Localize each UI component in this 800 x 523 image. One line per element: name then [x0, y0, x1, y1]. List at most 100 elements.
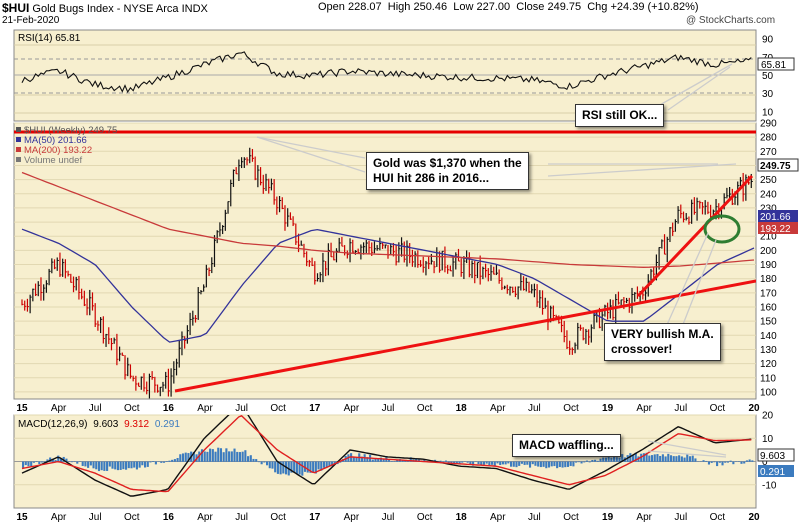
- macd-hist-bar: [282, 461, 285, 474]
- x-axis-tick: Jul: [528, 512, 541, 523]
- close-badge: [757, 158, 799, 172]
- rsi-panel: RSI(14) 65.81 9070503010 65.81: [13, 29, 795, 122]
- macd-hist-bar: [279, 461, 282, 475]
- macd-hist-bar: [501, 461, 504, 465]
- price-axis-tick: 110: [760, 373, 776, 384]
- gold-annotation-line2: HUI hit 286 in 2016...: [373, 171, 490, 185]
- macd-hist-bar: [114, 461, 117, 470]
- macd-hist-bar: [181, 453, 185, 462]
- macd-hist-bar: [477, 461, 480, 465]
- macd-hist-bar: [599, 458, 602, 462]
- macd-hist-bar: [263, 461, 266, 463]
- macd-hist-bar: [713, 461, 716, 463]
- price-axis-tick: 280: [760, 133, 777, 144]
- macd-hist-bar: [659, 455, 662, 462]
- macd-hist-bar: [721, 461, 724, 466]
- macd-hist-bar: [49, 457, 52, 462]
- macd-label-name: MACD(12,26,9): [18, 419, 87, 430]
- macd-axis-tick: 10: [762, 434, 774, 445]
- macd-hist-bar: [507, 461, 510, 464]
- macd-hist-bar: [146, 461, 149, 467]
- macd-hist-bar: [360, 456, 363, 462]
- macd-hist-bar: [219, 448, 223, 462]
- price-axis-tick: 230: [760, 203, 777, 214]
- macd-hist-bar: [515, 461, 518, 468]
- macd-hist-bar: [743, 461, 746, 464]
- macd-hist-bar: [309, 461, 312, 473]
- chart-date: 21-Feb-2020: [2, 15, 60, 26]
- price-axis-tick: 100: [760, 387, 777, 398]
- macd-hist-bar: [729, 460, 732, 462]
- macd-hist-bar: [377, 458, 380, 462]
- crossover-annotation-line1: VERY bullish M.A.: [611, 327, 714, 341]
- close-label: Close: [516, 1, 545, 13]
- rsi-axis-tick: 10: [762, 107, 774, 118]
- macd-hist-bar: [580, 461, 583, 464]
- macd-hist-bar: [632, 455, 635, 462]
- macd-hist-bar: [328, 461, 331, 467]
- macd-hist-bar: [298, 461, 301, 475]
- x-axis-tick: Oct: [710, 512, 726, 523]
- macd-hist-bar: [162, 461, 166, 463]
- macd-hist-bar: [683, 457, 686, 462]
- x-axis-tick: Apr: [490, 512, 506, 523]
- macd-hist-bar: [274, 461, 277, 473]
- macd-hist-bar: [168, 460, 171, 462]
- macd-hist-bar: [642, 453, 645, 462]
- macd-hist-bar: [566, 461, 570, 467]
- macd-hist-bar: [707, 461, 711, 465]
- price-axis-tick: 210: [760, 232, 777, 243]
- macd-hist-bar: [95, 461, 98, 470]
- macd-hist-bar: [493, 461, 496, 466]
- macd-hist-bar: [480, 461, 483, 465]
- price-badges: 249.75 201.66 193.22: [757, 158, 799, 235]
- macd-hist-bar: [92, 461, 95, 469]
- macd-hist-bar: [173, 459, 176, 462]
- x-axis-tick: Apr: [636, 512, 652, 523]
- x-axis-tick: 15: [16, 512, 28, 523]
- legend-entry: MA(50) 201.66: [24, 135, 87, 146]
- x-axis-tick: Jul: [382, 512, 395, 523]
- macd-hist-bar: [57, 455, 60, 462]
- macd-hist-bar: [35, 461, 38, 462]
- symbol: $HUI: [2, 1, 30, 15]
- macd-hist-bar: [371, 459, 374, 462]
- macd-hist-bar: [125, 461, 128, 470]
- macd-hist-bar: [225, 448, 228, 462]
- macd-hist-bar: [469, 461, 472, 465]
- close-value: 249.75: [547, 1, 582, 13]
- x-axis-tick: 18: [456, 403, 468, 414]
- macd-value-2: 9.312: [124, 419, 149, 430]
- x-axis-tick: Apr: [636, 403, 652, 414]
- legend-entry: Volume undef: [24, 155, 82, 166]
- x-axis-tick: Oct: [270, 403, 286, 414]
- macd-hist-bar: [314, 461, 317, 474]
- macd-hist-bar: [737, 461, 740, 462]
- macd-annotation-text: MACD waffling...: [519, 438, 614, 452]
- crossover-annotation-line2: crossover!: [611, 342, 673, 356]
- macd-hist-bar: [108, 461, 111, 467]
- macd-hist-bar: [634, 452, 637, 462]
- macd-hist-bar: [333, 461, 336, 464]
- macd-hist-bar: [290, 461, 293, 473]
- macd-hist-bar: [276, 461, 279, 474]
- macd-hist-bar: [510, 461, 513, 467]
- macd-hist-bar: [325, 461, 328, 468]
- price-axis-tick: 130: [760, 345, 777, 356]
- x-axis-tick: Jul: [674, 512, 687, 523]
- crossover-circle: [703, 214, 741, 244]
- macd-hist-bar: [572, 461, 575, 467]
- macd-hist-bar: [176, 457, 179, 462]
- macd-value-3: 0.291: [155, 419, 180, 430]
- macd-hist-bar: [306, 461, 309, 473]
- x-axis-tick: 16: [163, 403, 175, 414]
- macd-hist-bar: [228, 451, 231, 462]
- trendlines: [14, 130, 756, 393]
- rsi-label-text: RSI(14) 65.81: [18, 33, 81, 44]
- gold-annotation-line1: Gold was $1,370 when the: [373, 156, 522, 170]
- macd-hist-bar: [669, 455, 673, 462]
- rsi-path: [21, 51, 752, 94]
- macd-hist-bar: [496, 461, 499, 464]
